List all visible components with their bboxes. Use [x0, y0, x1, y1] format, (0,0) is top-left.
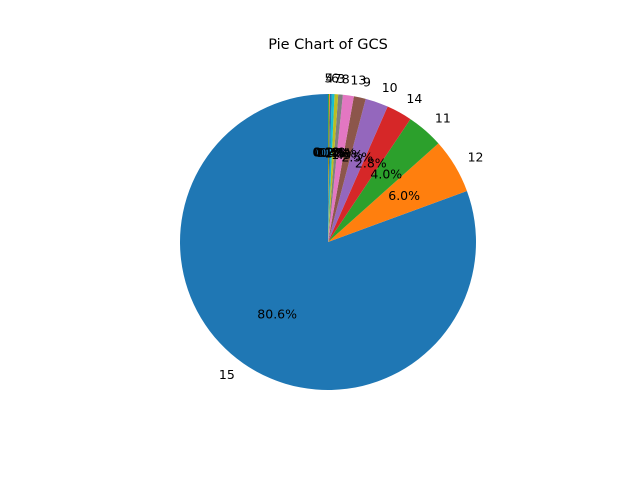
slice-label-4: 4 [326, 71, 334, 86]
slice-percent-9: 1.3% [331, 147, 363, 162]
slice-percent-15: 80.6% [257, 306, 297, 321]
chart-title: Pie Chart of GCS [268, 37, 388, 53]
slice-label-9: 9 [363, 75, 371, 90]
pie-slice-11 [328, 119, 439, 242]
pie-slice-14 [328, 106, 411, 242]
slice-label-5: 5 [325, 71, 333, 86]
slice-percent-4: 0.1% [313, 145, 345, 160]
slice-label-8: 8 [342, 71, 350, 86]
slice-label-15: 15 [219, 367, 235, 382]
slice-percent-8: 0.5% [320, 145, 352, 160]
pie-slice-3 [328, 94, 339, 242]
pie-slice-8 [328, 94, 343, 242]
slice-percent-3: 0.4% [317, 145, 349, 160]
slice-percent-14: 2.8% [355, 156, 387, 171]
slice-label-7: 7 [334, 71, 342, 86]
slice-percent-12: 6.0% [388, 188, 420, 203]
pie-slice-10 [328, 98, 388, 242]
pie-slices [180, 94, 476, 391]
pie-labels: 15 80.6% 12 6.0% 11 4.0% 14 2.8% 10 2.5% 9 1.3% 13 1.… [219, 71, 484, 382]
pie-slice-7 [328, 94, 335, 242]
pie-slice-9 [328, 96, 366, 242]
pie-slice-5 [328, 94, 329, 242]
pie-slice-6 [328, 94, 332, 242]
slice-percent-10: 2.5% [341, 150, 373, 165]
slice-label-12: 12 [468, 150, 484, 165]
slice-percent-13: 1.2% [324, 146, 356, 161]
pie-slice-12 [328, 143, 467, 242]
slice-label-14: 14 [406, 91, 422, 106]
slice-percent-5: 0.1% [312, 145, 344, 160]
slice-label-13: 13 [350, 72, 366, 87]
slice-label-11: 11 [435, 111, 451, 126]
slice-percent-7: 0.3% [315, 145, 347, 160]
slice-label-10: 10 [382, 80, 398, 95]
pie-slice-15 [180, 94, 476, 391]
pie-slice-13 [328, 94, 354, 242]
slice-label-6: 6 [331, 71, 339, 86]
slice-percent-6: 0.2% [314, 145, 346, 160]
pie-slice-4 [328, 94, 330, 242]
slice-label-3: 3 [337, 71, 345, 86]
slice-percent-11: 4.0% [370, 167, 402, 182]
